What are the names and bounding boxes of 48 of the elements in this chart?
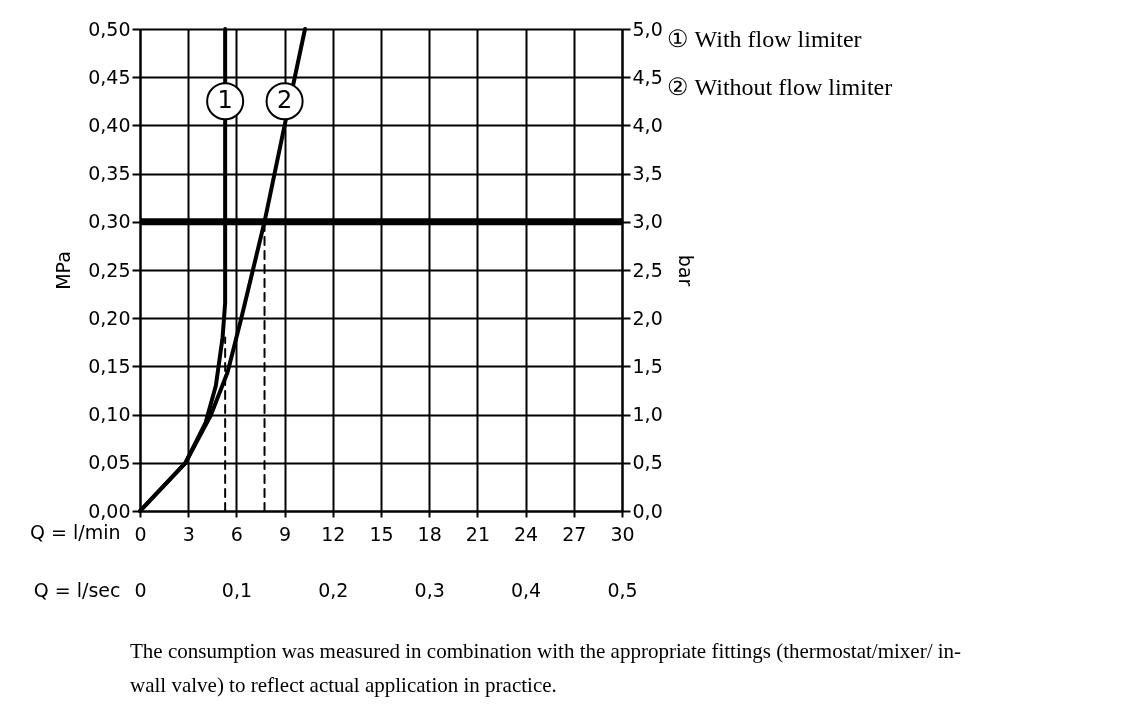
text: ① With flow limiter <box>667 26 862 52</box>
y2-tick-label: 1,0 <box>632 403 663 426</box>
y2-tick-label: 4,0 <box>632 113 663 136</box>
annotation: 2 <box>276 86 293 115</box>
y-tick-label: 0,30 <box>88 210 131 233</box>
x-tick-label: 15 <box>369 522 394 545</box>
y2-tick-label: 3,0 <box>632 210 663 233</box>
x2-axis-title: Q = l/sec <box>33 578 121 601</box>
text: ② Without flow limiter <box>667 74 893 100</box>
y2-tick-label: 5,0 <box>632 17 663 40</box>
annotation: 1 <box>217 86 233 115</box>
x-axis-title: Q = l/min <box>30 520 121 543</box>
y2-axis-title: bar <box>674 254 697 287</box>
y-tick-label: 0,15 <box>88 354 131 377</box>
y2-tick-label: 2,5 <box>632 258 663 281</box>
y-tick-label: 0,45 <box>88 65 131 88</box>
x2-tick-label: 0,3 <box>414 578 445 601</box>
x-tick-label: 30 <box>610 522 635 545</box>
y-axis-title: MPa <box>52 251 75 290</box>
x-tick-label: 18 <box>417 522 442 545</box>
x-tick-label: 3 <box>182 522 195 545</box>
y2-tick-label: 2,0 <box>632 306 663 329</box>
y2-tick-label: 4,5 <box>632 65 663 88</box>
y-tick-label: 0,20 <box>88 306 131 329</box>
y2-tick-label: 3,5 <box>632 162 663 185</box>
x-tick-label: 0 <box>134 522 147 545</box>
x-tick-label: 24 <box>514 522 539 545</box>
y-tick-label: 0,40 <box>88 113 131 136</box>
x2-tick-label: 0,4 <box>510 578 542 601</box>
x-tick-label: 27 <box>562 522 587 545</box>
y2-tick-label: 1,5 <box>632 354 663 377</box>
x-tick-label: 21 <box>465 522 490 545</box>
y-tick-label: 0,00 <box>88 499 131 522</box>
y-tick-label: 0,35 <box>88 162 131 185</box>
y2-tick-label: 0,0 <box>632 499 663 522</box>
x-tick-label: 6 <box>230 522 243 545</box>
x-tick-label: 12 <box>321 522 346 545</box>
x2-tick-label: 0,5 <box>607 578 638 601</box>
y-tick-label: 0,10 <box>88 403 131 426</box>
x2-tick-label: 0 <box>134 578 147 601</box>
x2-tick-label: 0,2 <box>318 578 349 601</box>
text: The consumption was measured in combination with the appropriate fittings (thermostat/mixer/ in-wall valve) to reflect actual application in practice. <box>130 639 962 697</box>
y-tick-label: 0,25 <box>88 258 131 281</box>
x2-tick-label: 0,1 <box>221 578 253 601</box>
y2-tick-label: 0,5 <box>632 451 663 474</box>
x-tick-label: 9 <box>279 522 292 545</box>
y-tick-label: 0,50 <box>88 17 131 40</box>
y-tick-label: 0,05 <box>88 451 131 474</box>
